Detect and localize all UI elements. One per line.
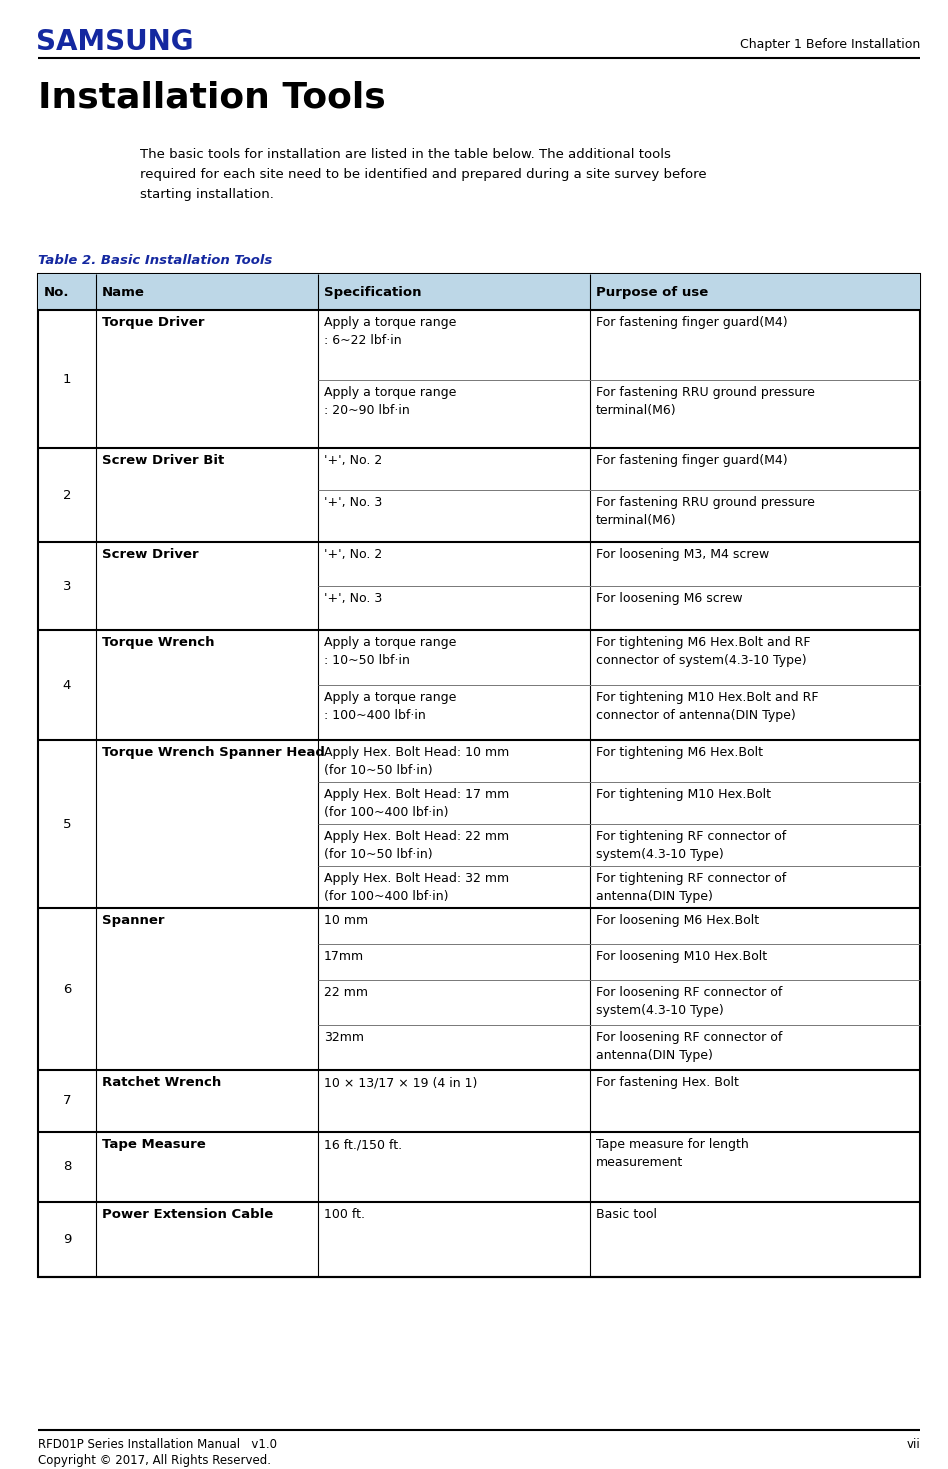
Text: 7: 7 bbox=[63, 1094, 71, 1108]
Text: 1: 1 bbox=[63, 373, 71, 385]
Text: Tape measure for length
measurement: Tape measure for length measurement bbox=[596, 1138, 749, 1169]
Text: Screw Driver Bit: Screw Driver Bit bbox=[102, 454, 225, 467]
Text: RFD01P Series Installation Manual   v1.0: RFD01P Series Installation Manual v1.0 bbox=[38, 1438, 277, 1451]
Text: For tightening RF connector of
antenna(DIN Type): For tightening RF connector of antenna(D… bbox=[596, 873, 786, 903]
Text: Torque Wrench Spanner Head: Torque Wrench Spanner Head bbox=[102, 746, 325, 759]
Text: For tightening M6 Hex.Bolt: For tightening M6 Hex.Bolt bbox=[596, 746, 763, 759]
Text: 4: 4 bbox=[63, 679, 71, 692]
Text: Apply Hex. Bolt Head: 17 mm
(for 100~400 lbf·in): Apply Hex. Bolt Head: 17 mm (for 100~400… bbox=[324, 787, 509, 820]
Bar bbox=[38, 275, 920, 310]
Text: Specification: Specification bbox=[324, 285, 422, 298]
Text: Torque Driver: Torque Driver bbox=[102, 316, 205, 329]
Text: '+', No. 2: '+', No. 2 bbox=[324, 548, 382, 561]
Text: '+', No. 3: '+', No. 3 bbox=[324, 497, 382, 508]
Text: Power Extension Cable: Power Extension Cable bbox=[102, 1208, 273, 1221]
Text: For fastening finger guard(M4): For fastening finger guard(M4) bbox=[596, 454, 788, 467]
Text: Copyright © 2017, All Rights Reserved.: Copyright © 2017, All Rights Reserved. bbox=[38, 1454, 271, 1468]
Text: 10 × 13/17 × 19 (4 in 1): 10 × 13/17 × 19 (4 in 1) bbox=[324, 1075, 478, 1089]
Bar bbox=[38, 275, 920, 1277]
Text: Spanner: Spanner bbox=[102, 914, 165, 927]
Text: SAMSUNG: SAMSUNG bbox=[36, 28, 193, 56]
Text: 22 mm: 22 mm bbox=[324, 986, 368, 999]
Text: Apply a torque range
: 100~400 lbf·in: Apply a torque range : 100~400 lbf·in bbox=[324, 690, 456, 721]
Text: For fastening RRU ground pressure
terminal(M6): For fastening RRU ground pressure termin… bbox=[596, 386, 815, 417]
Text: Tape Measure: Tape Measure bbox=[102, 1138, 206, 1152]
Text: For loosening M6 screw: For loosening M6 screw bbox=[596, 592, 742, 605]
Text: 16 ft./150 ft.: 16 ft./150 ft. bbox=[324, 1138, 402, 1152]
Text: Installation Tools: Installation Tools bbox=[38, 79, 386, 115]
Text: For loosening M3, M4 screw: For loosening M3, M4 screw bbox=[596, 548, 769, 561]
Text: Apply a torque range
: 10~50 lbf·in: Apply a torque range : 10~50 lbf·in bbox=[324, 636, 456, 667]
Text: No.: No. bbox=[44, 285, 69, 298]
Text: For loosening M6 Hex.Bolt: For loosening M6 Hex.Bolt bbox=[596, 914, 759, 927]
Text: Basic tool: Basic tool bbox=[596, 1208, 657, 1221]
Text: For fastening RRU ground pressure
terminal(M6): For fastening RRU ground pressure termin… bbox=[596, 497, 815, 527]
Text: Apply a torque range
: 6~22 lbf·in: Apply a torque range : 6~22 lbf·in bbox=[324, 316, 456, 347]
Text: Apply Hex. Bolt Head: 10 mm
(for 10~50 lbf·in): Apply Hex. Bolt Head: 10 mm (for 10~50 l… bbox=[324, 746, 509, 777]
Text: 17mm: 17mm bbox=[324, 950, 364, 964]
Text: 32mm: 32mm bbox=[324, 1031, 364, 1044]
Text: '+', No. 3: '+', No. 3 bbox=[324, 592, 382, 605]
Text: For tightening M6 Hex.Bolt and RF
connector of system(4.3-10 Type): For tightening M6 Hex.Bolt and RF connec… bbox=[596, 636, 811, 667]
Text: For loosening RF connector of
antenna(DIN Type): For loosening RF connector of antenna(DI… bbox=[596, 1031, 782, 1062]
Text: 10 mm: 10 mm bbox=[324, 914, 368, 927]
Text: For tightening RF connector of
system(4.3-10 Type): For tightening RF connector of system(4.… bbox=[596, 830, 786, 861]
Text: For fastening Hex. Bolt: For fastening Hex. Bolt bbox=[596, 1075, 738, 1089]
Text: Table 2. Basic Installation Tools: Table 2. Basic Installation Tools bbox=[38, 254, 272, 267]
Text: For fastening finger guard(M4): For fastening finger guard(M4) bbox=[596, 316, 788, 329]
Text: Ratchet Wrench: Ratchet Wrench bbox=[102, 1075, 221, 1089]
Text: Apply a torque range
: 20~90 lbf·in: Apply a torque range : 20~90 lbf·in bbox=[324, 386, 456, 417]
Text: Apply Hex. Bolt Head: 32 mm
(for 100~400 lbf·in): Apply Hex. Bolt Head: 32 mm (for 100~400… bbox=[324, 873, 509, 903]
Text: vii: vii bbox=[906, 1438, 920, 1451]
Text: 8: 8 bbox=[63, 1161, 71, 1174]
Text: 5: 5 bbox=[63, 818, 71, 830]
Text: Purpose of use: Purpose of use bbox=[596, 285, 708, 298]
Text: Apply Hex. Bolt Head: 22 mm
(for 10~50 lbf·in): Apply Hex. Bolt Head: 22 mm (for 10~50 l… bbox=[324, 830, 509, 861]
Text: 9: 9 bbox=[63, 1232, 71, 1246]
Text: 100 ft.: 100 ft. bbox=[324, 1208, 365, 1221]
Text: 3: 3 bbox=[63, 579, 71, 592]
Text: Screw Driver: Screw Driver bbox=[102, 548, 199, 561]
Text: Torque Wrench: Torque Wrench bbox=[102, 636, 214, 649]
Text: For tightening M10 Hex.Bolt: For tightening M10 Hex.Bolt bbox=[596, 787, 771, 801]
Text: For tightening M10 Hex.Bolt and RF
connector of antenna(DIN Type): For tightening M10 Hex.Bolt and RF conne… bbox=[596, 690, 818, 721]
Text: 2: 2 bbox=[63, 489, 71, 501]
Text: For loosening RF connector of
system(4.3-10 Type): For loosening RF connector of system(4.3… bbox=[596, 986, 782, 1017]
Text: '+', No. 2: '+', No. 2 bbox=[324, 454, 382, 467]
Text: The basic tools for installation are listed in the table below. The additional t: The basic tools for installation are lis… bbox=[140, 148, 706, 201]
Text: Name: Name bbox=[102, 285, 145, 298]
Text: For loosening M10 Hex.Bolt: For loosening M10 Hex.Bolt bbox=[596, 950, 767, 964]
Text: 6: 6 bbox=[63, 983, 71, 996]
Text: Chapter 1 Before Installation: Chapter 1 Before Installation bbox=[739, 38, 920, 51]
